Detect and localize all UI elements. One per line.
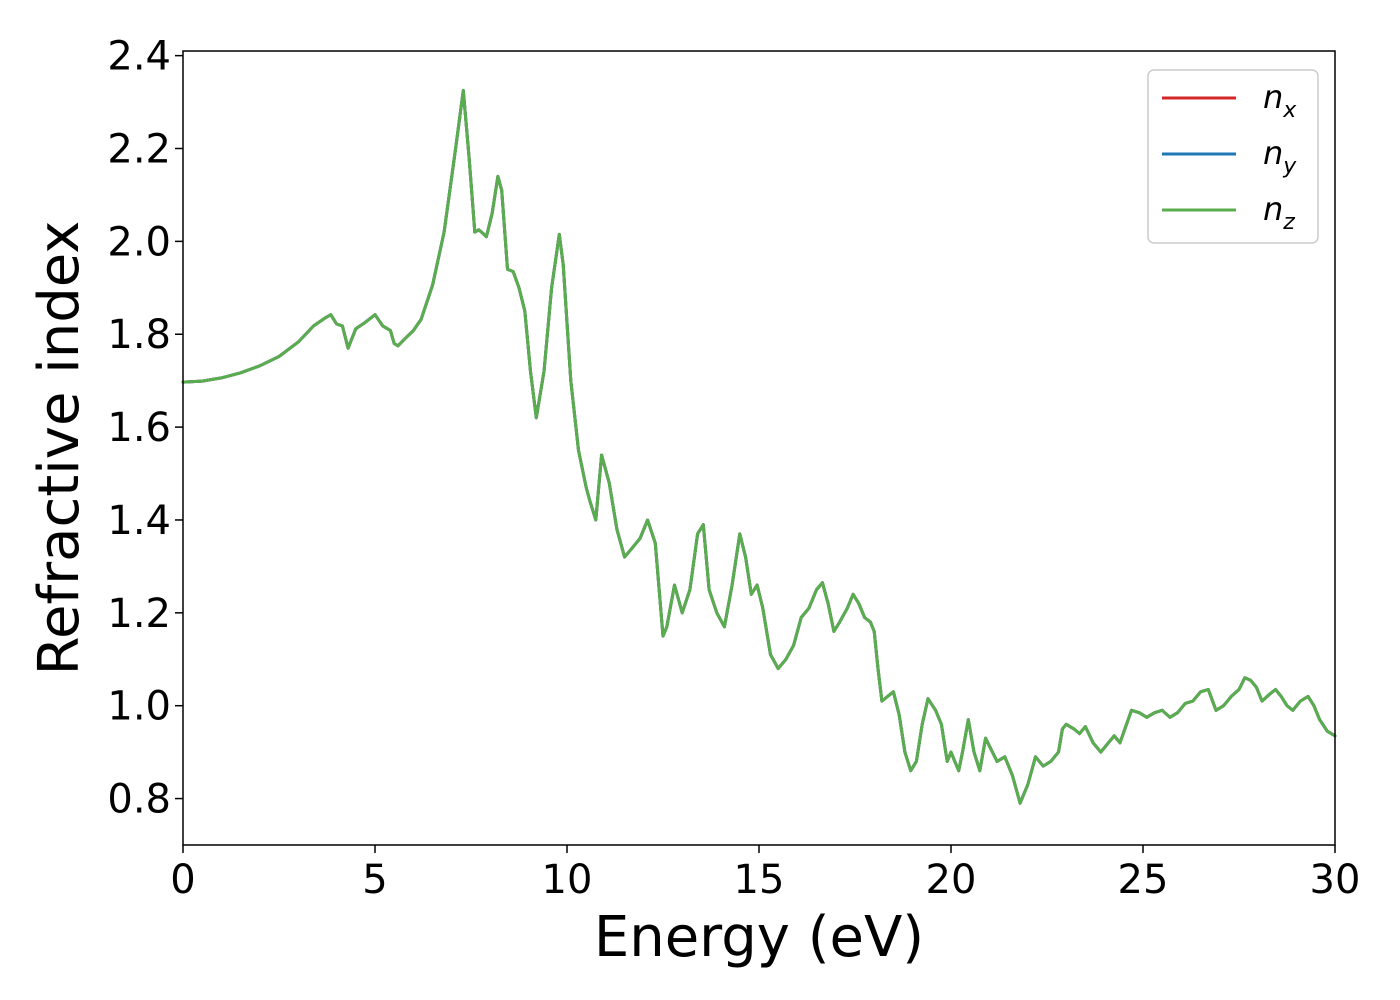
- y-tick-label: 1.6: [107, 405, 171, 451]
- series-line-n-z: [181, 89, 1337, 805]
- y-tick-label: 2.2: [107, 127, 171, 173]
- y-tick-label: 1.8: [107, 312, 171, 358]
- x-axis-ticks: 0 5 10 15 20 25 30: [170, 845, 1360, 903]
- legend-label-n-x: nx: [1263, 78, 1297, 123]
- x-tick-label: 5: [362, 857, 387, 903]
- y-tick-label: 0.8: [107, 777, 171, 823]
- x-tick-label: 10: [542, 857, 593, 903]
- x-tick-label: 25: [1118, 857, 1169, 903]
- x-axis-title: Energy (eV): [594, 905, 924, 970]
- y-tick-label: 2.4: [107, 34, 171, 80]
- x-tick-label: 30: [1310, 857, 1361, 903]
- x-tick-label: 0: [170, 857, 195, 903]
- x-tick-label: 20: [926, 857, 977, 903]
- legend-label-n-y: ny: [1263, 134, 1297, 179]
- legend: nx ny nz: [1147, 69, 1319, 244]
- y-tick-label: 1.4: [107, 498, 171, 544]
- y-axis-title: Refractive index: [27, 221, 92, 676]
- legend-label-n-z: nz: [1263, 190, 1295, 235]
- series-layer: [181, 89, 1337, 805]
- y-tick-label: 1.0: [107, 684, 171, 730]
- y-tick-label: 2.0: [107, 219, 171, 265]
- x-tick-label: 15: [734, 857, 785, 903]
- y-tick-label: 1.2: [107, 591, 171, 637]
- legend-box: [1147, 69, 1319, 244]
- y-axis-ticks: 0.8 1.0 1.2 1.4 1.6 1.8 2.0 2.2 2.4: [107, 34, 183, 823]
